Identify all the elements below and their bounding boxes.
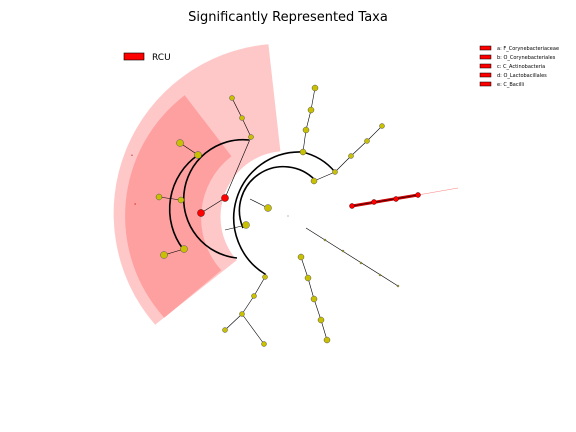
sector-label-d: d — [134, 202, 136, 206]
tree-nodes — [155, 84, 400, 347]
root-node — [287, 215, 289, 217]
class-legend-label: RCU — [152, 53, 171, 63]
rcu-lineage — [351, 187, 459, 208]
tree-branches — [158, 87, 399, 345]
sector-lactobacillales — [125, 95, 232, 318]
taxa-legend-entry-d: d: O_Lactobacillales — [497, 73, 547, 79]
taxa-legend-entry-e: e: C_Bacilli — [497, 82, 524, 88]
taxa-legend-entry-c: c: C_Actinobacteria — [497, 64, 545, 70]
chart-title: Significantly Represented Taxa — [188, 10, 388, 25]
taxa-legend-entry-a: a: F_Corynebacteriaceae — [497, 46, 559, 52]
sector-label-e: e — [131, 153, 133, 157]
arc-other — [238, 165, 316, 229]
rcu-nodes — [197, 192, 421, 217]
class-legend: RCU — [123, 52, 171, 63]
arc-root — [232, 151, 303, 276]
taxa-legend-entry-b: b: O_Corynebacteriales — [497, 55, 556, 61]
arc-top — [301, 151, 336, 173]
arc-bacilli — [182, 138, 250, 259]
taxa-legend: a: F_Corynebacteriaceae b: O_Corynebacte… — [479, 45, 559, 88]
